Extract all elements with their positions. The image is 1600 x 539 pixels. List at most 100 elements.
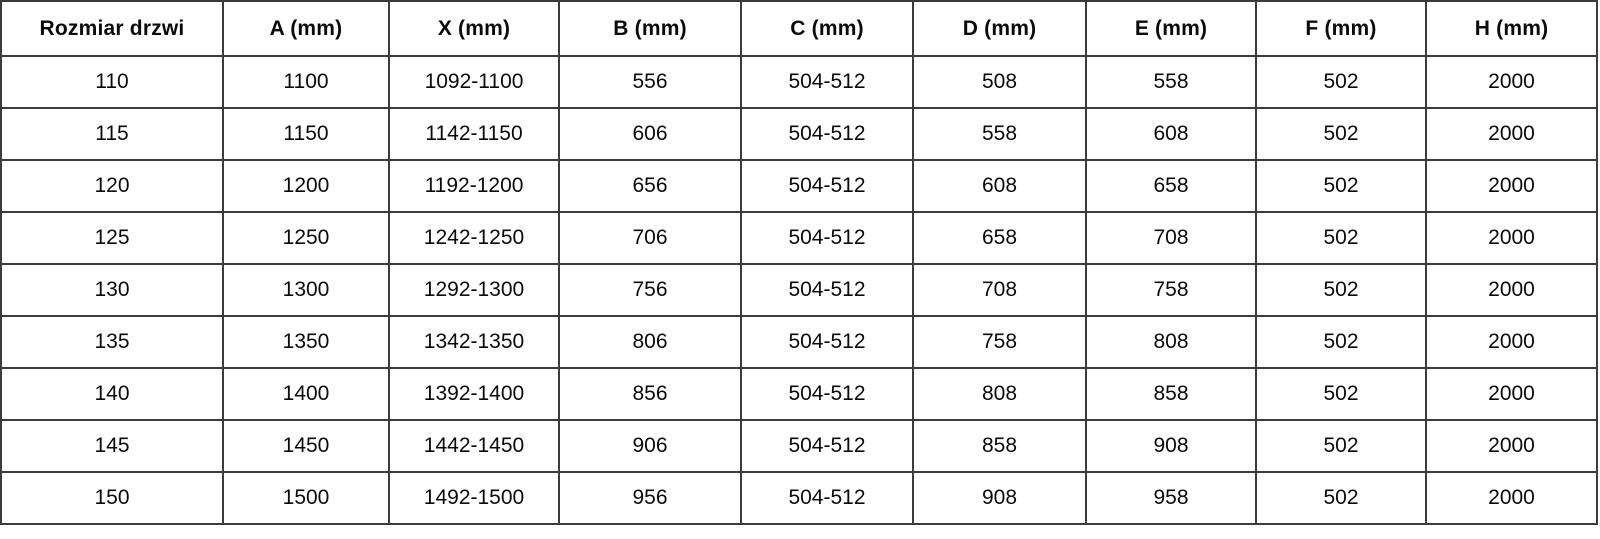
cell-f: 502 [1255,315,1427,369]
cell-f: 502 [1255,55,1427,109]
cell-f: 502 [1255,107,1427,161]
cell-e: 758 [1085,263,1257,317]
cell-x: 1492-1500 [388,471,560,525]
cell-b: 906 [558,419,742,473]
cell-e: 558 [1085,55,1257,109]
cell-e: 858 [1085,367,1257,421]
cell-d: 708 [912,263,1087,317]
cell-x: 1342-1350 [388,315,560,369]
cell-c: 504-512 [740,159,914,213]
table-row: 135 1350 1342-1350 806 504-512 758 808 5… [0,315,1598,369]
cell-b: 706 [558,211,742,265]
cell-rozmiar-drzwi: 135 [0,315,224,369]
column-header-b: B (mm) [558,0,742,57]
cell-d: 658 [912,211,1087,265]
table-header: Rozmiar drzwi A (mm) X (mm) B (mm) C (mm… [0,0,1598,57]
cell-a: 1150 [222,107,390,161]
cell-h: 2000 [1425,211,1598,265]
cell-f: 502 [1255,471,1427,525]
cell-b: 606 [558,107,742,161]
table-row: 130 1300 1292-1300 756 504-512 708 758 5… [0,263,1598,317]
cell-e: 808 [1085,315,1257,369]
cell-d: 808 [912,367,1087,421]
door-dimensions-table: Rozmiar drzwi A (mm) X (mm) B (mm) C (mm… [0,0,1598,525]
table-row: 145 1450 1442-1450 906 504-512 858 908 5… [0,419,1598,473]
cell-a: 1250 [222,211,390,265]
cell-c: 504-512 [740,211,914,265]
cell-h: 2000 [1425,263,1598,317]
column-header-x: X (mm) [388,0,560,57]
table-body: 110 1100 1092-1100 556 504-512 508 558 5… [0,55,1598,525]
table-header-row: Rozmiar drzwi A (mm) X (mm) B (mm) C (mm… [0,0,1598,57]
cell-rozmiar-drzwi: 120 [0,159,224,213]
cell-h: 2000 [1425,419,1598,473]
cell-e: 908 [1085,419,1257,473]
cell-d: 908 [912,471,1087,525]
cell-h: 2000 [1425,159,1598,213]
column-header-h: H (mm) [1425,0,1598,57]
cell-h: 2000 [1425,315,1598,369]
cell-d: 508 [912,55,1087,109]
cell-x: 1092-1100 [388,55,560,109]
table-row: 110 1100 1092-1100 556 504-512 508 558 5… [0,55,1598,109]
cell-c: 504-512 [740,263,914,317]
cell-c: 504-512 [740,107,914,161]
cell-h: 2000 [1425,471,1598,525]
cell-c: 504-512 [740,55,914,109]
cell-a: 1450 [222,419,390,473]
column-header-d: D (mm) [912,0,1087,57]
cell-c: 504-512 [740,367,914,421]
cell-b: 956 [558,471,742,525]
cell-d: 558 [912,107,1087,161]
cell-rozmiar-drzwi: 110 [0,55,224,109]
table-row: 150 1500 1492-1500 956 504-512 908 958 5… [0,471,1598,525]
cell-x: 1192-1200 [388,159,560,213]
cell-rozmiar-drzwi: 130 [0,263,224,317]
cell-a: 1300 [222,263,390,317]
cell-h: 2000 [1425,367,1598,421]
cell-b: 856 [558,367,742,421]
cell-x: 1442-1450 [388,419,560,473]
cell-a: 1350 [222,315,390,369]
column-header-e: E (mm) [1085,0,1257,57]
table-row: 140 1400 1392-1400 856 504-512 808 858 5… [0,367,1598,421]
cell-b: 756 [558,263,742,317]
cell-e: 958 [1085,471,1257,525]
cell-d: 608 [912,159,1087,213]
cell-f: 502 [1255,367,1427,421]
cell-f: 502 [1255,419,1427,473]
cell-e: 608 [1085,107,1257,161]
column-header-c: C (mm) [740,0,914,57]
cell-x: 1392-1400 [388,367,560,421]
cell-x: 1242-1250 [388,211,560,265]
cell-rozmiar-drzwi: 150 [0,471,224,525]
column-header-f: F (mm) [1255,0,1427,57]
cell-c: 504-512 [740,419,914,473]
cell-a: 1400 [222,367,390,421]
cell-d: 858 [912,419,1087,473]
cell-b: 656 [558,159,742,213]
cell-f: 502 [1255,263,1427,317]
cell-a: 1500 [222,471,390,525]
cell-b: 806 [558,315,742,369]
cell-rozmiar-drzwi: 115 [0,107,224,161]
table-row: 115 1150 1142-1150 606 504-512 558 608 5… [0,107,1598,161]
column-header-a: A (mm) [222,0,390,57]
cell-rozmiar-drzwi: 140 [0,367,224,421]
cell-e: 658 [1085,159,1257,213]
cell-d: 758 [912,315,1087,369]
cell-x: 1292-1300 [388,263,560,317]
cell-b: 556 [558,55,742,109]
cell-x: 1142-1150 [388,107,560,161]
cell-f: 502 [1255,159,1427,213]
cell-e: 708 [1085,211,1257,265]
cell-c: 504-512 [740,471,914,525]
cell-h: 2000 [1425,107,1598,161]
cell-f: 502 [1255,211,1427,265]
cell-a: 1200 [222,159,390,213]
cell-h: 2000 [1425,55,1598,109]
cell-a: 1100 [222,55,390,109]
cell-c: 504-512 [740,315,914,369]
cell-rozmiar-drzwi: 125 [0,211,224,265]
